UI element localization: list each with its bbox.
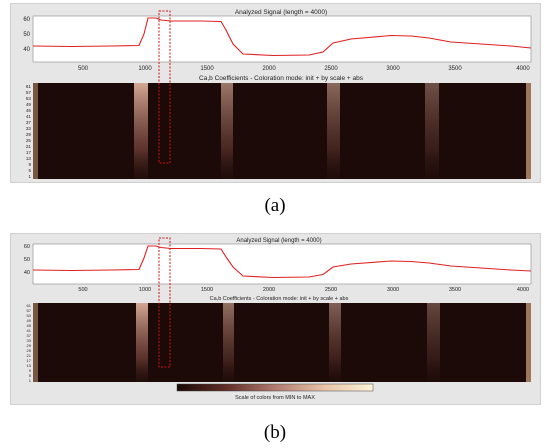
scalogram-edge-left: [33, 83, 38, 179]
scale-tick: 29: [27, 343, 32, 348]
scale-tick: 53: [27, 313, 32, 318]
coeff-title: Ca,b Coefficients - Coloration mode: ini…: [210, 296, 349, 302]
signal-title: Analyzed Signal (length = 4000): [235, 9, 327, 16]
scale-tick: 1: [29, 378, 32, 383]
scalogram-band-3: [329, 303, 341, 382]
scalogram-band-2: [221, 83, 233, 179]
scale-tick: 13: [26, 156, 32, 161]
y-tick-40: 40: [24, 270, 30, 276]
highlight-box: [158, 10, 171, 164]
scale-tick: 9: [28, 162, 31, 167]
scalogram-edge-right: [526, 83, 531, 179]
scale-tick: 21: [26, 144, 32, 149]
x-tick-1000: 1000: [138, 66, 152, 72]
x-tick-4000: 4000: [517, 287, 529, 293]
figure-b-svg: Analyzed Signal (length = 4000) 60 50 40…: [24, 237, 532, 401]
scale-tick: 25: [26, 138, 32, 143]
scale-tick: 21: [27, 353, 32, 358]
signal-line: [32, 245, 532, 279]
figure-a-panel: Analyzed Signal (length = 4000) 60 50 40…: [10, 3, 541, 183]
scale-tick: 53: [26, 96, 32, 101]
x-tick-3000: 3000: [386, 66, 400, 72]
scale-tick: 57: [27, 308, 32, 313]
scale-tick: 13: [27, 363, 32, 368]
scalogram-band-1: [136, 303, 148, 382]
colorbar: [176, 383, 374, 392]
y-tick-50: 50: [23, 32, 30, 38]
scale-tick: 45: [27, 323, 32, 328]
x-tick-1500: 1500: [201, 287, 213, 293]
scale-tick: 57: [26, 90, 32, 95]
scalogram-band-4: [425, 83, 439, 179]
signal-plot-area: [32, 15, 532, 63]
y-tick-60: 60: [23, 17, 30, 23]
scale-tick: 17: [26, 150, 32, 155]
figure-b-panel: Analyzed Signal (length = 4000) 60 50 40…: [10, 233, 541, 405]
signal-plot-area: [32, 243, 532, 285]
scalogram-area: [33, 303, 531, 382]
x-tick-500: 500: [78, 287, 87, 293]
scale-tick: 33: [27, 338, 32, 343]
colorbar-label: Scale of colors from MIN to MAX: [235, 395, 315, 401]
scale-tick: 49: [27, 318, 32, 323]
scale-tick: 61: [26, 84, 32, 89]
x-tick-4000: 4000: [516, 66, 530, 72]
scale-tick: 25: [27, 348, 32, 353]
scale-tick: 29: [26, 132, 32, 137]
scale-tick: 37: [27, 333, 32, 338]
scale-tick: 41: [27, 328, 32, 333]
caption-a: (a): [264, 195, 286, 216]
highlight-box: [158, 237, 171, 368]
x-tick-500: 500: [78, 66, 89, 72]
scale-tick-labels: 61 57 53 49 45 41 37 33 29 25 21 17 13 9…: [27, 303, 32, 383]
coeff-title: Ca,b Coefficients - Coloration mode: ini…: [199, 75, 364, 82]
x-tick-3500: 3500: [449, 287, 461, 293]
scale-tick: 41: [26, 114, 32, 119]
x-tick-1500: 1500: [200, 66, 214, 72]
scale-tick: 5: [29, 373, 32, 378]
y-tick-60: 60: [24, 244, 30, 250]
scale-tick: 33: [26, 126, 32, 131]
scalogram-band-3: [327, 83, 340, 179]
scalogram-area: [33, 83, 531, 179]
scale-tick-labels: 61 57 53 49 45 41 37 33 29 25 21 17 13 9…: [26, 84, 32, 179]
figure-a-svg: Analyzed Signal (length = 4000) 60 50 40…: [23, 9, 532, 179]
x-tick-1000: 1000: [139, 287, 151, 293]
x-tick-3500: 3500: [448, 66, 462, 72]
signal-title: Analyzed Signal (length = 4000): [236, 238, 321, 244]
scale-tick: 61: [27, 303, 32, 308]
signal-line: [32, 17, 532, 57]
y-tick-40: 40: [23, 47, 30, 53]
x-tick-2000: 2000: [262, 66, 276, 72]
scalogram-edge-left: [33, 303, 38, 382]
scale-tick: 5: [28, 168, 31, 173]
x-tick-2000: 2000: [263, 287, 275, 293]
caption-b: (b): [263, 422, 287, 443]
scalogram-band-4: [427, 303, 440, 382]
x-tick-2500: 2500: [325, 287, 337, 293]
scale-tick: 9: [29, 368, 32, 373]
scalogram-band-1: [134, 83, 148, 179]
scalogram-band-2: [223, 303, 234, 382]
x-tick-2500: 2500: [324, 66, 338, 72]
scale-tick: 37: [26, 120, 32, 125]
x-tick-3000: 3000: [387, 287, 399, 293]
scalogram-edge-right: [526, 303, 531, 382]
scale-tick: 45: [26, 108, 32, 113]
y-tick-50: 50: [24, 257, 30, 263]
scale-tick: 17: [27, 358, 32, 363]
scale-tick: 1: [28, 174, 31, 179]
scale-tick: 49: [26, 102, 32, 107]
